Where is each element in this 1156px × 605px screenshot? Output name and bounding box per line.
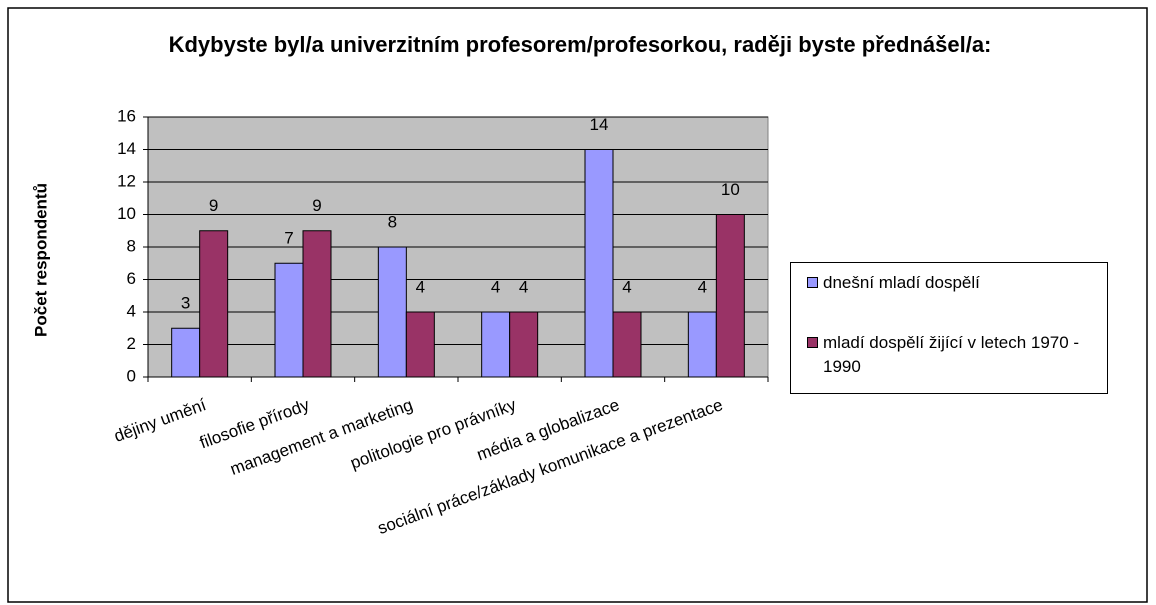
data-label: 9 <box>312 196 321 215</box>
y-tick-label: 16 <box>117 106 136 125</box>
y-tick-label: 0 <box>127 366 136 385</box>
chart-title: Kdybyste byl/a univerzitním profesorem/p… <box>168 32 992 57</box>
data-label: 3 <box>181 294 190 313</box>
data-label: 4 <box>416 277 425 296</box>
bar <box>584 149 614 378</box>
y-tick-label: 14 <box>117 139 136 158</box>
y-tick-label: 4 <box>127 301 136 320</box>
bar <box>481 311 511 378</box>
bar <box>171 327 201 378</box>
data-label: 10 <box>721 180 740 199</box>
bar <box>274 262 304 378</box>
legend-swatch <box>807 277 818 288</box>
data-label: 4 <box>491 277 500 296</box>
legend: dnešní mladí dospělí mladí dospělí žijící… <box>790 262 1108 394</box>
bar <box>509 311 539 378</box>
data-label: 9 <box>209 196 218 215</box>
legend-label: dnešní mladí dospělí <box>823 273 980 292</box>
y-tick-label: 12 <box>117 171 136 190</box>
data-label: 4 <box>698 277 707 296</box>
y-tick-label: 2 <box>127 334 136 353</box>
bar <box>377 246 407 378</box>
data-label: 7 <box>284 229 293 248</box>
bar <box>199 230 229 378</box>
y-tick-label: 6 <box>127 269 136 288</box>
legend-swatch <box>807 337 818 348</box>
bar <box>302 230 332 378</box>
data-label: 8 <box>388 212 397 231</box>
y-tick-label: 8 <box>127 236 136 255</box>
legend-label: mladí dospělí žijící v letech 1970 - 199… <box>823 333 1080 376</box>
data-label: 4 <box>519 277 528 296</box>
y-tick-label: 10 <box>117 204 136 223</box>
bar <box>405 311 435 378</box>
bar <box>612 311 642 378</box>
data-label: 4 <box>622 277 631 296</box>
y-axis-label: Počet respondentů <box>31 183 50 337</box>
legend-item: dnešní mladí dospělí <box>807 271 1113 295</box>
bar <box>687 311 717 378</box>
bar <box>715 214 745 378</box>
data-label: 14 <box>590 115 609 134</box>
legend-item: mladí dospělí žijící v letech 1970 - 199… <box>807 331 1113 379</box>
